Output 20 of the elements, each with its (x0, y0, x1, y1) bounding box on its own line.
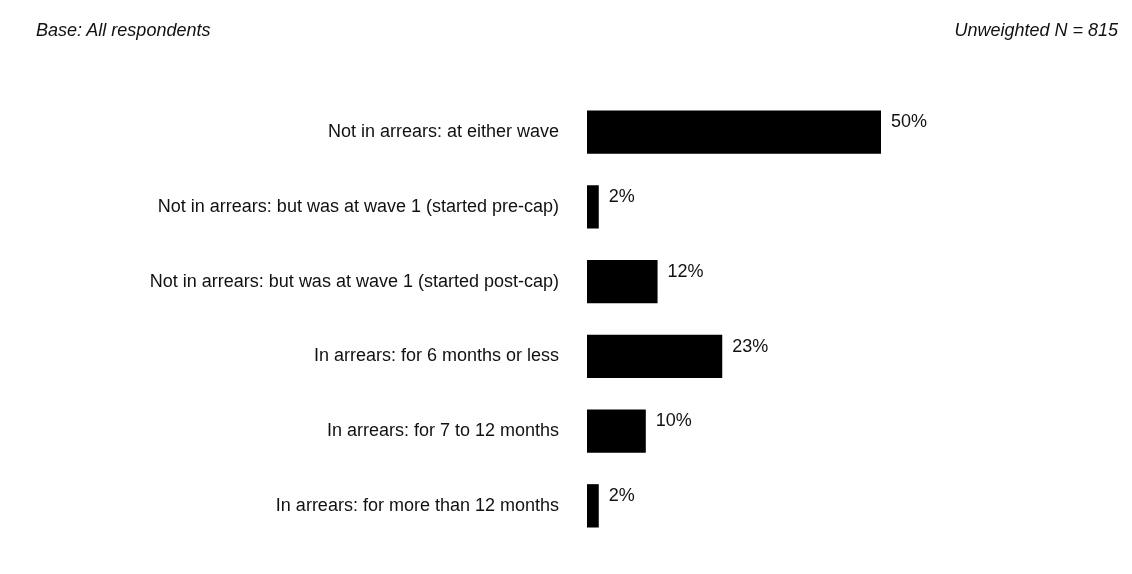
text: Base: All respondents (36, 20, 211, 41)
data-label: 50% (891, 111, 928, 132)
y-tick-label: Not in arrears: but was at wave 1 (started pre-cap) (157, 195, 559, 216)
bar (587, 409, 646, 453)
bar (587, 259, 658, 304)
data-label: 2% (608, 485, 635, 506)
bar (587, 484, 599, 528)
y-tick-label: Not in arrears: but was at wave 1 (started post-cap) (149, 270, 559, 291)
y-tick-label: In arrears: for 6 months or less (313, 345, 559, 366)
y-tick-label: In arrears: for more than 12 months (275, 494, 559, 515)
data-label: 2% (608, 186, 635, 207)
bar (587, 185, 599, 229)
text: Unweighted N = 815 (954, 20, 1118, 41)
data-label: 10% (655, 410, 692, 431)
bar (587, 334, 723, 379)
y-tick-label: In arrears: for 7 to 12 months (326, 420, 559, 441)
data-label: 23% (732, 335, 769, 356)
y-tick-label: Not in arrears: at either wave (327, 121, 559, 142)
data-label: 12% (667, 260, 704, 281)
bar (587, 110, 881, 154)
